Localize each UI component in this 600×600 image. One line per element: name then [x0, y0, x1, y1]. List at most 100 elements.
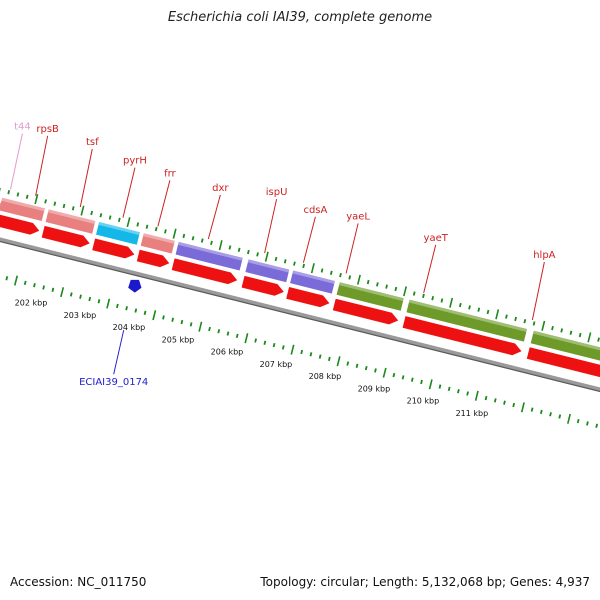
upper-tick: [62, 203, 66, 209]
map-title: Escherichia coli IAI39, complete genome: [167, 10, 433, 25]
upper-tick: [523, 319, 527, 324]
lower-tick: [512, 402, 516, 408]
lower-tick: [318, 354, 322, 359]
gene-yaeL-category-box: [336, 282, 404, 311]
upper-tick: [514, 316, 517, 322]
lower-tick: [152, 310, 157, 321]
upper-tick: [551, 325, 554, 331]
lower-tick: [162, 315, 165, 320]
upper-tick: [34, 194, 39, 205]
lower-tick: [226, 331, 230, 336]
upper-tick: [348, 275, 352, 280]
upper-tick: [44, 199, 47, 204]
upper-tick: [25, 194, 29, 199]
upper-tick: [172, 228, 177, 239]
lower-tick: [474, 390, 479, 401]
lower-tick: [88, 296, 92, 302]
lower-tick: [106, 298, 111, 309]
backbone-track: [0, 237, 600, 393]
upper-tick: [80, 205, 85, 216]
gene-rpsB-category-box: [0, 197, 45, 221]
upper-tick: [228, 245, 232, 250]
gene-hlpA-forward-arrow: [526, 347, 600, 378]
scale-label: 206 kbp: [211, 348, 244, 357]
upper-tick: [329, 270, 333, 275]
gene-tsf-leader: [79, 148, 93, 208]
upper-tick: [431, 296, 435, 301]
upper-tick: [458, 302, 462, 308]
upper-tick: [495, 309, 500, 320]
lower-tick: [520, 402, 525, 413]
gene-label-pyrH: pyrH: [123, 156, 147, 167]
upper-tick: [145, 224, 149, 229]
upper-tick: [164, 229, 167, 234]
lower-tick: [281, 345, 285, 350]
upper-tick: [356, 274, 361, 285]
upper-tick: [210, 240, 213, 246]
upper-tick: [422, 293, 425, 299]
lower-tick: [33, 283, 36, 288]
scale-label: 209 kbp: [358, 384, 391, 393]
gene-cdsA-forward-arrow: [286, 287, 330, 308]
gene-ECIAI39_0174-marker: [128, 279, 142, 293]
upper-tick: [90, 210, 94, 216]
gene-yaeL-leader: [345, 223, 359, 274]
upper-tick: [578, 332, 582, 338]
lower-tick: [235, 333, 239, 339]
lower-tick: [309, 352, 313, 357]
upper-tick: [532, 321, 536, 326]
upper-tick: [71, 206, 75, 211]
gene-tsf-forward-arrow: [41, 225, 90, 248]
upper-tick: [7, 190, 11, 195]
gene-label-dxr: dxr: [212, 183, 229, 194]
upper-tick: [394, 286, 398, 292]
lower-tick: [374, 368, 377, 373]
upper-tick: [16, 192, 20, 197]
upper-tick: [200, 238, 204, 243]
upper-tick: [587, 332, 592, 343]
scale-label: 207 kbp: [260, 360, 293, 369]
lower-tick: [23, 280, 27, 286]
upper-tick: [339, 272, 342, 278]
lower-tick: [382, 367, 387, 378]
lower-tick: [272, 342, 276, 348]
lower-tick: [254, 338, 257, 343]
upper-tick: [293, 261, 296, 266]
gene-frr-forward-arrow: [136, 249, 170, 268]
upper-tick: [182, 233, 186, 239]
upper-tick: [505, 314, 508, 319]
gene-cdsA-category-box: [290, 270, 335, 294]
upper-tick: [477, 307, 481, 312]
lower-tick: [595, 423, 598, 428]
accession-label: Accession: NC_011750: [10, 575, 147, 589]
lower-tick: [51, 287, 55, 292]
gene-rpsB-forward-arrow: [0, 214, 40, 235]
gene-label-yaeT: yaeT: [424, 233, 449, 244]
lower-tick: [217, 329, 221, 334]
lower-tick: [503, 400, 506, 405]
upper-tick: [403, 286, 408, 297]
gene-frr-leader: [157, 180, 171, 227]
lower-tick: [539, 409, 543, 415]
lower-tick: [60, 287, 65, 298]
upper-tick-track: [0, 187, 600, 343]
gene-dxr-category-box: [175, 241, 243, 271]
lower-tick: [576, 418, 580, 424]
reverse-gene-leader: [113, 330, 125, 375]
lower-tick: [401, 375, 405, 380]
lower-tick: [466, 391, 469, 396]
gene-dxr-leader: [207, 194, 221, 240]
upper-tick: [310, 263, 315, 274]
lower-tick: [69, 292, 73, 297]
gene-frr-category-box: [140, 233, 175, 254]
gene-label-tsf: tsf: [86, 137, 99, 148]
lower-tick: [79, 294, 82, 299]
scale-label: 205 kbp: [162, 335, 195, 344]
upper-tick: [256, 252, 259, 257]
gene-label-yaeL: yaeL: [346, 211, 370, 222]
lower-tick: [364, 365, 368, 371]
lower-tick: [392, 372, 396, 378]
scale-label: 202 kbp: [15, 299, 48, 308]
scale-label: 203 kbp: [64, 311, 97, 320]
